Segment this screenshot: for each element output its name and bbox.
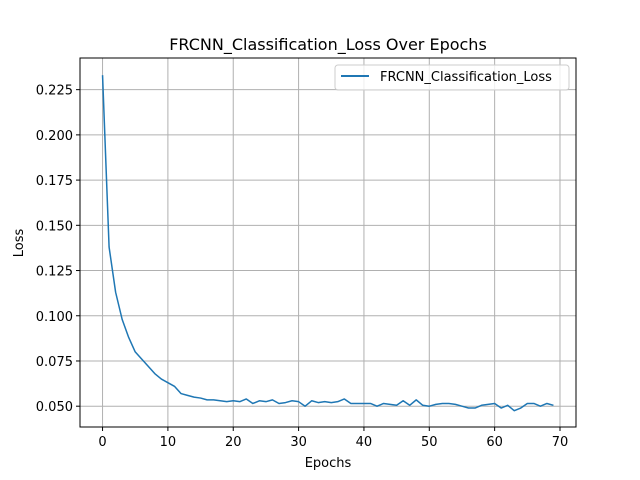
y-tick-label: 0.150 bbox=[36, 219, 73, 234]
x-tick-label: 30 bbox=[290, 435, 307, 450]
y-axis-label: Loss bbox=[12, 229, 27, 258]
y-tick-label: 0.200 bbox=[36, 129, 73, 144]
x-tick-label: 60 bbox=[486, 435, 503, 450]
series-line bbox=[101, 75, 554, 412]
x-tick-label: 70 bbox=[552, 435, 569, 450]
chart-title: FRCNN_Classification_Loss Over Epochs bbox=[169, 35, 487, 55]
x-axis-label: Epochs bbox=[305, 456, 352, 471]
legend-label: FRCNN_Classification_Loss bbox=[380, 70, 552, 85]
plot-frame bbox=[79, 57, 577, 428]
x-axis: 0 10 20 30 40 50 60 70 bbox=[98, 427, 568, 450]
y-tick-label: 0.225 bbox=[36, 84, 73, 99]
x-tick-label: 0 bbox=[98, 435, 106, 450]
x-tick-label: 10 bbox=[160, 435, 177, 450]
x-tick-label: 40 bbox=[356, 435, 373, 450]
y-tick-label: 0.100 bbox=[36, 310, 73, 325]
y-tick-label: 0.125 bbox=[36, 265, 73, 280]
legend-box bbox=[334, 64, 570, 91]
legend: FRCNN_Classification_Loss bbox=[334, 64, 570, 91]
series-layer bbox=[101, 75, 554, 412]
y-tick-label: 0.050 bbox=[36, 400, 73, 415]
y-axis: 0.050 0.075 0.100 0.125 0.150 0.175 0.200 0.225 bbox=[36, 84, 80, 415]
x-tick-label: 50 bbox=[421, 435, 438, 450]
y-tick-label: 0.175 bbox=[36, 174, 73, 189]
x-tick-label: 20 bbox=[225, 435, 242, 450]
y-tick-label: 0.075 bbox=[36, 355, 73, 370]
grid bbox=[80, 58, 576, 427]
